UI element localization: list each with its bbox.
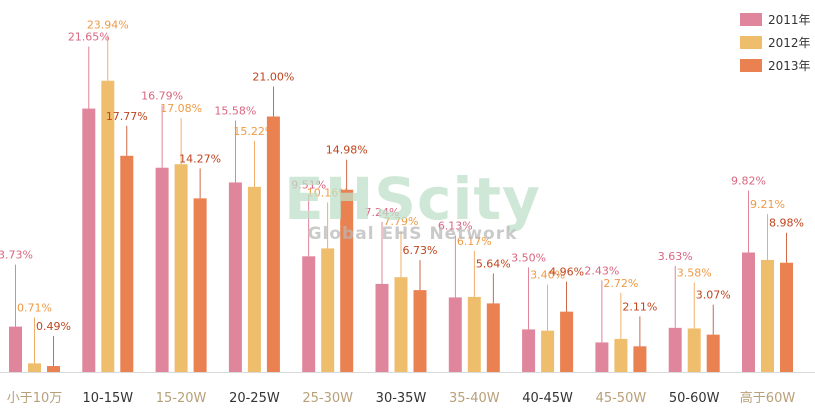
bar: [668, 327, 682, 372]
bar: [155, 167, 169, 372]
legend: 2011年 2012年 2013年: [740, 8, 811, 77]
bar: [394, 277, 408, 372]
data-label: 0.49%: [36, 320, 71, 333]
legend-label: 2013年: [768, 59, 811, 73]
data-label: 3.73%: [0, 249, 33, 262]
bar: [687, 328, 701, 372]
bar: [375, 283, 389, 372]
legend-item-2012: 2012年: [740, 31, 811, 54]
data-label: 3.40%: [530, 269, 565, 282]
bar: [595, 342, 609, 372]
legend-item-2013: 2013年: [740, 54, 811, 77]
x-tick-label: 25-30W: [302, 391, 353, 406]
data-label: 21.65%: [68, 31, 110, 44]
data-label: 6.13%: [438, 219, 473, 232]
x-tick-label: 15-20W: [156, 391, 207, 406]
bar: [47, 366, 60, 372]
bar: [247, 186, 261, 372]
x-tick-label: 10-15W: [82, 391, 133, 406]
bar: [174, 164, 188, 372]
x-tick-label: 45-50W: [596, 391, 647, 406]
data-label: 5.64%: [476, 257, 511, 270]
data-label: 23.94%: [87, 19, 129, 32]
data-label: 9.21%: [750, 198, 785, 211]
x-tick-label: 高于60W: [740, 390, 796, 406]
bar: [9, 326, 22, 372]
bar: [413, 290, 427, 372]
data-label: 17.08%: [160, 102, 202, 115]
bar: [266, 116, 280, 372]
data-label: 2.72%: [603, 277, 638, 290]
data-label: 9.51%: [291, 178, 326, 191]
legend-label: 2011年: [768, 13, 811, 27]
data-label: 3.63%: [658, 250, 693, 263]
bar: [28, 363, 41, 372]
data-label: 6.73%: [403, 244, 438, 257]
x-tick-label: 40-45W: [522, 391, 573, 406]
bar: [82, 108, 96, 372]
bar: [780, 262, 793, 372]
data-label: 9.82%: [731, 175, 766, 188]
data-label: 7.24%: [365, 206, 400, 219]
x-tick-label: 30-35W: [376, 391, 427, 406]
data-label: 2.43%: [584, 264, 619, 277]
bar: [467, 296, 481, 372]
data-label: 7.79%: [384, 215, 419, 228]
data-label: 15.58%: [214, 104, 256, 117]
x-tick-label: 小于10万: [7, 391, 63, 406]
bar: [340, 189, 354, 372]
bar: [193, 198, 207, 372]
bar: [302, 256, 316, 372]
data-label: 15.22%: [233, 125, 275, 138]
data-label: 8.98%: [769, 217, 804, 230]
bar: [120, 155, 134, 372]
data-label: 10.16%: [307, 186, 349, 199]
bar: [448, 297, 462, 372]
x-tick-label: 35-40W: [449, 391, 500, 406]
bar: [486, 303, 500, 372]
bar: [633, 346, 647, 372]
bar: [541, 330, 555, 372]
legend-swatch: [740, 59, 762, 72]
data-label: 3.07%: [696, 289, 731, 302]
data-label: 3.50%: [511, 251, 546, 264]
bar: [614, 338, 628, 372]
bar: [761, 259, 774, 372]
data-label: 0.71%: [17, 301, 52, 314]
bar: [742, 252, 755, 372]
bar: [522, 329, 536, 372]
legend-item-2011: 2011年: [740, 8, 811, 31]
data-label: 14.98%: [326, 144, 368, 157]
data-label: 17.77%: [106, 110, 148, 123]
bar: [101, 80, 115, 372]
bar: [321, 248, 335, 372]
data-label: 3.58%: [677, 266, 712, 279]
data-label: 4.96%: [549, 266, 584, 279]
data-label: 16.79%: [141, 90, 183, 103]
bar: [228, 182, 242, 372]
legend-swatch: [740, 36, 762, 49]
legend-swatch: [740, 13, 762, 26]
bar: [560, 311, 574, 372]
data-label: 6.17%: [457, 235, 492, 248]
data-label: 2.11%: [622, 300, 657, 313]
data-label: 14.27%: [179, 152, 221, 165]
x-tick-label: 50-60W: [669, 391, 720, 406]
data-label: 21.00%: [252, 71, 294, 84]
bar: [706, 334, 720, 372]
x-tick-label: 20-25W: [229, 391, 280, 406]
legend-label: 2012年: [768, 36, 811, 50]
